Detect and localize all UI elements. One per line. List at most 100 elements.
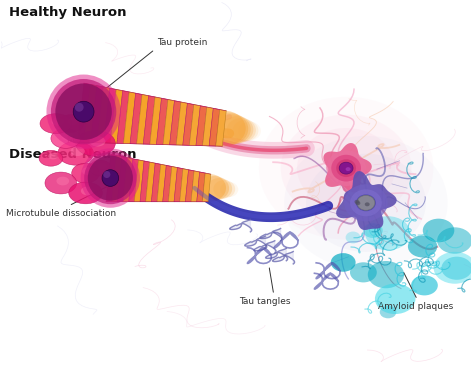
Ellipse shape: [58, 115, 83, 132]
Ellipse shape: [81, 148, 140, 208]
Ellipse shape: [58, 141, 93, 165]
Ellipse shape: [342, 180, 350, 192]
Ellipse shape: [306, 154, 426, 252]
Ellipse shape: [46, 75, 121, 149]
Ellipse shape: [68, 118, 78, 125]
Ellipse shape: [56, 177, 69, 185]
Polygon shape: [112, 156, 122, 202]
Ellipse shape: [209, 112, 248, 145]
Ellipse shape: [45, 172, 77, 194]
Ellipse shape: [40, 114, 72, 134]
Polygon shape: [265, 248, 288, 261]
Polygon shape: [117, 91, 129, 143]
Ellipse shape: [365, 202, 370, 206]
Polygon shape: [185, 170, 194, 202]
Ellipse shape: [227, 118, 256, 142]
Polygon shape: [174, 168, 183, 202]
Ellipse shape: [71, 146, 85, 156]
Ellipse shape: [357, 195, 375, 210]
Ellipse shape: [102, 170, 118, 186]
Polygon shape: [230, 220, 252, 232]
Polygon shape: [170, 101, 181, 145]
Polygon shape: [183, 103, 194, 145]
Ellipse shape: [259, 97, 433, 239]
Polygon shape: [84, 85, 97, 143]
Ellipse shape: [363, 223, 383, 238]
Ellipse shape: [207, 178, 232, 199]
Ellipse shape: [350, 189, 382, 216]
Polygon shape: [151, 163, 161, 202]
Polygon shape: [135, 160, 144, 202]
Polygon shape: [163, 100, 174, 145]
Polygon shape: [273, 251, 294, 264]
Polygon shape: [180, 169, 189, 202]
Polygon shape: [196, 106, 207, 146]
Polygon shape: [176, 102, 187, 145]
Polygon shape: [129, 159, 138, 202]
Ellipse shape: [284, 136, 447, 270]
Text: Microtubule dissociation: Microtubule dissociation: [6, 209, 117, 218]
Ellipse shape: [368, 261, 404, 288]
Polygon shape: [124, 92, 136, 144]
Ellipse shape: [434, 252, 474, 284]
Ellipse shape: [441, 257, 472, 280]
Polygon shape: [191, 171, 200, 202]
Polygon shape: [209, 108, 220, 146]
Text: Amyloid plaques: Amyloid plaques: [378, 302, 453, 311]
Ellipse shape: [326, 150, 366, 186]
Ellipse shape: [51, 128, 81, 148]
Polygon shape: [150, 97, 162, 145]
Ellipse shape: [233, 120, 258, 141]
Polygon shape: [168, 167, 177, 202]
Polygon shape: [336, 171, 397, 230]
Polygon shape: [202, 107, 213, 146]
Ellipse shape: [336, 159, 356, 177]
Polygon shape: [143, 96, 155, 144]
Ellipse shape: [182, 124, 197, 134]
Polygon shape: [137, 94, 148, 144]
Ellipse shape: [200, 176, 229, 201]
Polygon shape: [245, 236, 267, 249]
Ellipse shape: [356, 201, 360, 205]
Ellipse shape: [437, 227, 473, 254]
Polygon shape: [202, 173, 211, 202]
Ellipse shape: [193, 174, 226, 202]
Polygon shape: [157, 164, 166, 202]
Polygon shape: [260, 228, 282, 241]
Polygon shape: [156, 98, 168, 145]
Ellipse shape: [72, 163, 100, 183]
Ellipse shape: [346, 232, 360, 243]
Ellipse shape: [344, 184, 388, 221]
Text: Microtubule: Microtubule: [66, 137, 119, 145]
Polygon shape: [146, 162, 155, 202]
Ellipse shape: [69, 182, 102, 204]
Ellipse shape: [365, 216, 410, 250]
Polygon shape: [97, 87, 110, 143]
Ellipse shape: [346, 167, 351, 171]
Text: Diseased Neuron: Diseased Neuron: [9, 148, 137, 161]
Ellipse shape: [103, 171, 110, 178]
Polygon shape: [216, 109, 226, 146]
Ellipse shape: [82, 167, 93, 175]
Polygon shape: [118, 157, 128, 202]
Ellipse shape: [76, 131, 115, 156]
Ellipse shape: [238, 122, 261, 141]
Ellipse shape: [39, 150, 63, 166]
Ellipse shape: [331, 253, 356, 272]
Polygon shape: [106, 154, 116, 202]
Ellipse shape: [339, 162, 353, 174]
Polygon shape: [104, 88, 116, 143]
Ellipse shape: [62, 132, 73, 141]
Ellipse shape: [220, 182, 238, 197]
Ellipse shape: [375, 284, 416, 314]
Ellipse shape: [408, 235, 437, 257]
Ellipse shape: [90, 136, 105, 146]
Ellipse shape: [297, 128, 395, 208]
Polygon shape: [163, 165, 172, 202]
Ellipse shape: [84, 152, 137, 204]
Ellipse shape: [75, 103, 83, 112]
Ellipse shape: [90, 160, 111, 176]
Ellipse shape: [81, 187, 94, 195]
Text: Healthy Neuron: Healthy Neuron: [9, 6, 127, 19]
Polygon shape: [130, 93, 142, 144]
